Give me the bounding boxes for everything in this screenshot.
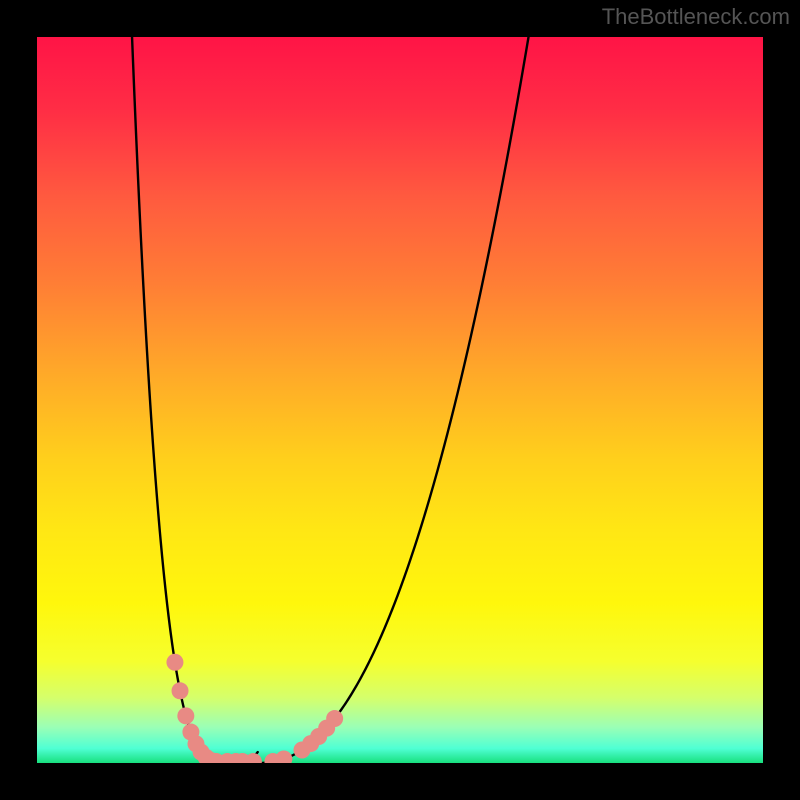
gradient-background [37, 37, 763, 763]
watermark-text: TheBottleneck.com [602, 4, 790, 30]
plot-area [37, 37, 763, 763]
stage: TheBottleneck.com [0, 0, 800, 800]
